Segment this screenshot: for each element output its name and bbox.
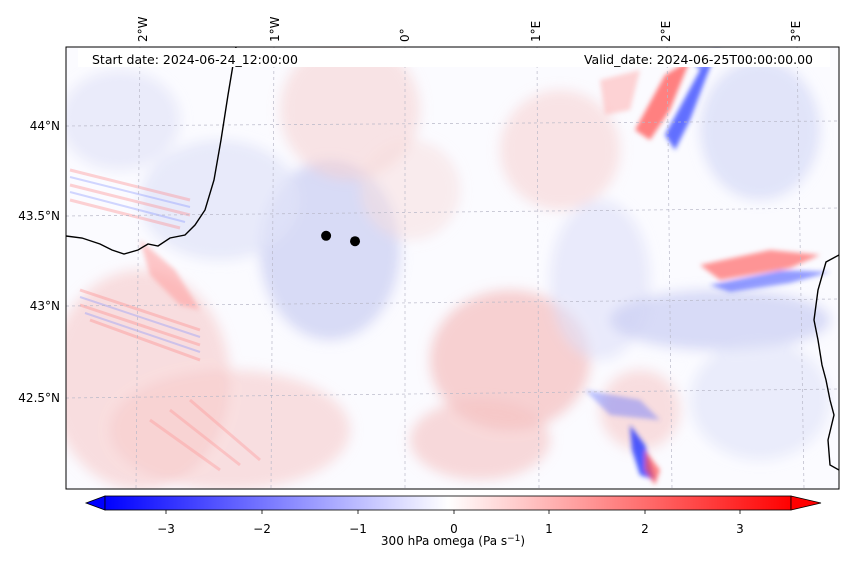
map-panel <box>66 47 839 489</box>
colorbar-tick-label: −2 <box>253 522 271 536</box>
colorbar: −3 −2 −1 0 1 2 3 300 hPa omega (Pa s−1) <box>84 495 822 548</box>
start-date-label: Start date: 2024-06-24_12:00:00 <box>92 52 298 67</box>
wave-streaks <box>69 168 261 472</box>
lat-tick-label: 43°N <box>30 299 60 313</box>
lon-tick-label: 2°W <box>136 16 150 42</box>
station-markers <box>321 230 361 247</box>
coastline <box>66 47 839 471</box>
lat-tick-label: 44°N <box>30 119 60 133</box>
colorbar-max-arrow <box>790 495 822 511</box>
lon-tick-label: 3°E <box>789 21 803 42</box>
station-marker-east <box>350 236 361 247</box>
lon-tick-label: 2°E <box>659 21 673 42</box>
colorbar-title: 300 hPa omega (Pa s−1) <box>381 534 525 548</box>
lon-tick-label: 0° <box>398 28 412 42</box>
lon-tick-labels: 2°W 1°W 0° 1°E 2°E 3°E <box>136 16 803 42</box>
lat-tick-labels: 44°N 43.5°N 43°N 42.5°N <box>18 119 60 405</box>
colorbar-tick-label: 0 <box>450 522 458 536</box>
lon-tick-label: 1°E <box>529 21 543 42</box>
colorbar-tick-label: 2 <box>641 522 649 536</box>
colorbar-gradient <box>104 495 792 511</box>
valid-date-label: Valid_date: 2024-06-25T00:00:00.00 <box>584 52 813 67</box>
map-gridlines <box>66 47 839 489</box>
colorbar-tick-label: 3 <box>736 522 744 536</box>
colorbar-tick-label: −1 <box>349 522 367 536</box>
lon-tick-label: 1°W <box>268 16 282 42</box>
station-marker-west <box>321 230 332 241</box>
header-strip <box>78 48 830 67</box>
colorbar-ticks <box>165 510 741 514</box>
lat-tick-label: 42.5°N <box>18 391 60 405</box>
colorbar-min-arrow <box>84 495 106 511</box>
map-frame <box>65 46 840 490</box>
omega-field <box>66 47 830 489</box>
colorbar-tick-label: −3 <box>157 522 175 536</box>
lat-tick-label: 43.5°N <box>18 209 60 223</box>
colorbar-tick-label: 1 <box>545 522 553 536</box>
